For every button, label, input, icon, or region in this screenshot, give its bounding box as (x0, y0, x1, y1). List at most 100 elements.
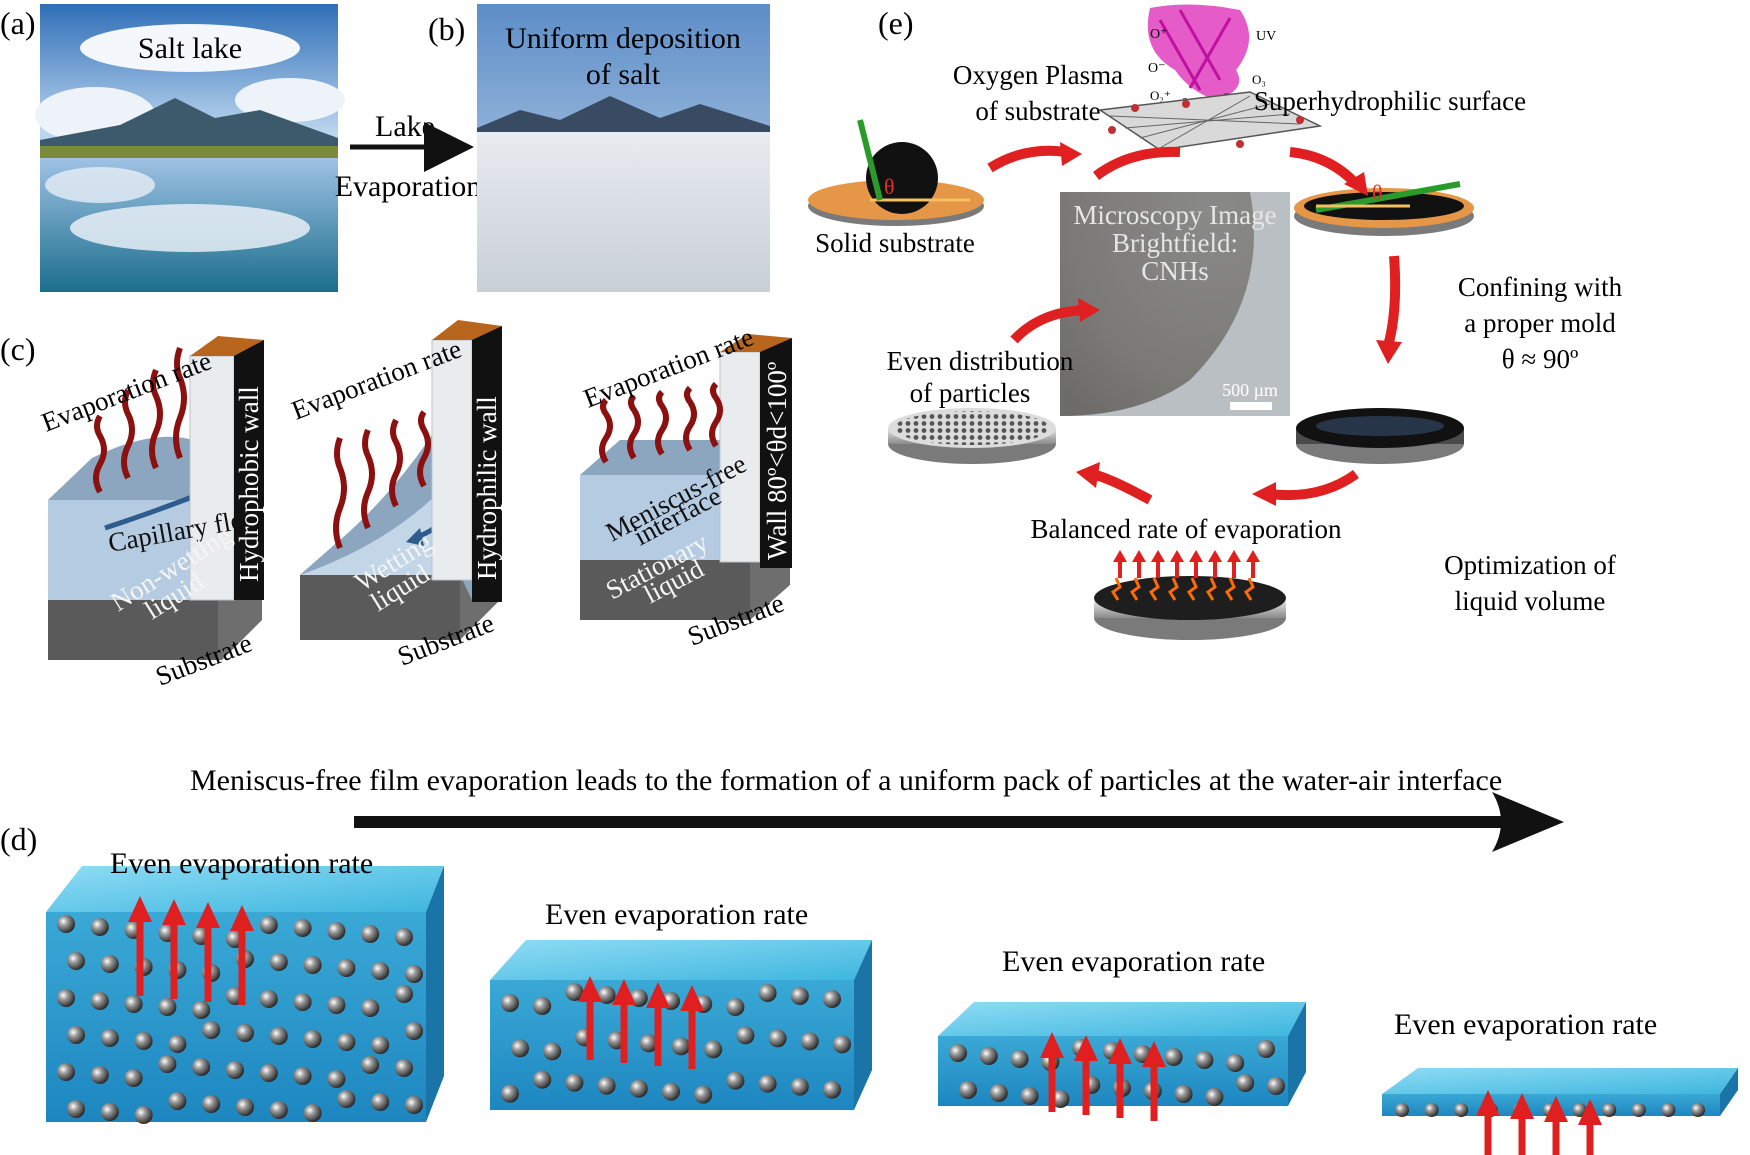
evaporation-label: Evaporation (335, 170, 482, 203)
particle (259, 916, 278, 934)
particle (1631, 1103, 1646, 1117)
particle (293, 1067, 312, 1085)
particle (543, 1042, 562, 1061)
water-side (1720, 1068, 1738, 1116)
panel-b: (b) Uniform deposition of salt (428, 4, 770, 292)
liquid-top (580, 440, 760, 475)
uv-label: UV (1256, 29, 1276, 44)
lattice-lines (1109, 95, 1301, 149)
particle (1454, 1103, 1469, 1117)
wall-top (432, 320, 502, 340)
water-surface (1382, 1068, 1738, 1094)
evap-wave (709, 381, 723, 448)
evap-arrow-head (1170, 550, 1184, 562)
balanced-rate-label: Balanced rate of evaporation (1030, 514, 1342, 544)
evaporation-stages: Even evaporation rate Even evaporation ra… (46, 847, 1738, 1155)
particle (293, 993, 312, 1011)
evaporation-arrow-head (612, 979, 636, 1005)
oxygen-plasma: UV O⁺ O⁻ O₂⁺ e O₂ O₃ (1147, 4, 1276, 107)
oxygen-atom (1131, 104, 1139, 112)
lake-label: Lake (375, 110, 435, 143)
evaporating-disk (1094, 550, 1286, 640)
micro-label-3: CNHs (1141, 256, 1209, 286)
evap-zigzag (1243, 577, 1255, 601)
particle (726, 1071, 745, 1090)
particle (337, 959, 356, 977)
particle (501, 994, 519, 1012)
even-evaporation-label: Even evaporation rate (110, 847, 373, 880)
particle (405, 965, 423, 983)
evap-zigzag (1110, 577, 1122, 601)
particle (533, 997, 552, 1015)
particle (293, 919, 312, 937)
evaporation-arrow-head (1108, 1038, 1132, 1064)
evap-arrow-head (1113, 550, 1127, 562)
oxygen-atom (1108, 126, 1116, 134)
scale-label: 500 µm (1222, 380, 1278, 400)
cycle-arrowhead (1376, 340, 1402, 364)
evap-arrow-head (1246, 550, 1260, 562)
optimization-label-1: Optimization of (1444, 550, 1616, 580)
evaporation-arrow-head (1544, 1096, 1568, 1122)
hydrophobic-wall-label: Hydrophobic wall (234, 386, 264, 582)
evap-zigzag (1167, 577, 1179, 601)
particle (337, 1033, 356, 1051)
evaporation-arrow-head (1142, 1041, 1166, 1067)
panel-e: (e) UV O⁺ O⁻ O₂⁺ e O₂ O₃ Oxygen Plasma o… (808, 4, 1623, 640)
particle (57, 915, 75, 933)
particle (134, 1032, 153, 1050)
oxygen-atom (1182, 100, 1190, 108)
particle (1226, 1054, 1245, 1072)
even-evaporation-label: Even evaporation rate (1394, 1008, 1657, 1041)
particle (1195, 1051, 1214, 1069)
micro-label-1: Microscopy Image (1073, 200, 1276, 230)
particle (158, 998, 177, 1016)
oxygen-plasma-label-1: Oxygen Plasma (953, 60, 1123, 90)
evaporation-arrow-head (646, 982, 670, 1008)
particle (327, 1070, 346, 1088)
evap-wave (361, 428, 375, 530)
cycle-arrow (1289, 147, 1360, 188)
particle (57, 1063, 75, 1081)
particle (361, 999, 380, 1017)
ion-label: O₂⁺ (1150, 88, 1171, 103)
evaporation-arrow-head (196, 902, 220, 928)
evaporation-arrow-head (1510, 1093, 1534, 1119)
particle (269, 953, 288, 971)
water-slab-stage: Even evaporation rate (46, 847, 444, 1124)
particle (1424, 1103, 1439, 1117)
particle (100, 1029, 119, 1047)
evaporation-arrow-head (128, 896, 152, 922)
particle (949, 1044, 967, 1062)
evap-wave (121, 388, 135, 480)
graphene-sheet (1097, 91, 1323, 151)
particle (303, 1104, 322, 1122)
evap-zigzag (1205, 577, 1217, 601)
particle (371, 962, 390, 980)
water-surface (938, 1002, 1306, 1036)
evap-zigzag (1129, 577, 1141, 601)
evap-wave (149, 368, 163, 470)
particle (202, 1095, 221, 1113)
particle (597, 1076, 616, 1095)
liquid-front (300, 470, 460, 575)
substrate-front (580, 560, 750, 620)
particle (662, 1082, 680, 1101)
evap-wave (389, 418, 403, 508)
particle (57, 989, 75, 1007)
particle (1267, 1077, 1285, 1095)
particle (361, 925, 380, 943)
particle-disk (888, 408, 1056, 464)
wall-top (720, 334, 792, 352)
even-evaporation-label: Even evaporation rate (545, 898, 808, 931)
evap-wave (627, 393, 641, 460)
evap-arrow-head (1208, 550, 1222, 562)
evaporation-waves (93, 346, 187, 494)
cycle-arrow (1010, 305, 1085, 344)
evaporation-arrows (1110, 550, 1260, 601)
particle (823, 990, 841, 1008)
particle (192, 1058, 211, 1076)
particle (405, 1096, 423, 1114)
cycle-arrowhead (1076, 462, 1100, 488)
particle (694, 1085, 713, 1104)
